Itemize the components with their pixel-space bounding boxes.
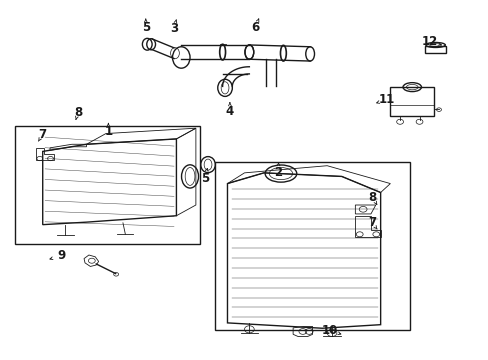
- Text: 12: 12: [421, 35, 437, 48]
- Bar: [15, 126, 200, 244]
- Text: 2: 2: [274, 166, 282, 179]
- Text: 8: 8: [367, 191, 376, 204]
- Text: 8: 8: [74, 105, 82, 119]
- Text: 7: 7: [38, 129, 46, 141]
- Text: 6: 6: [250, 21, 259, 33]
- Text: 5: 5: [142, 21, 150, 34]
- Text: 11: 11: [378, 93, 394, 106]
- Text: 9: 9: [57, 249, 65, 262]
- Text: 7: 7: [367, 216, 376, 229]
- Text: 3: 3: [170, 22, 178, 35]
- Bar: [215, 162, 409, 330]
- Text: 5: 5: [201, 172, 209, 185]
- Text: 4: 4: [225, 104, 234, 118]
- Bar: [425, 46, 445, 53]
- Text: 1: 1: [104, 125, 112, 138]
- Text: 10: 10: [321, 324, 337, 337]
- Bar: [389, 87, 433, 116]
